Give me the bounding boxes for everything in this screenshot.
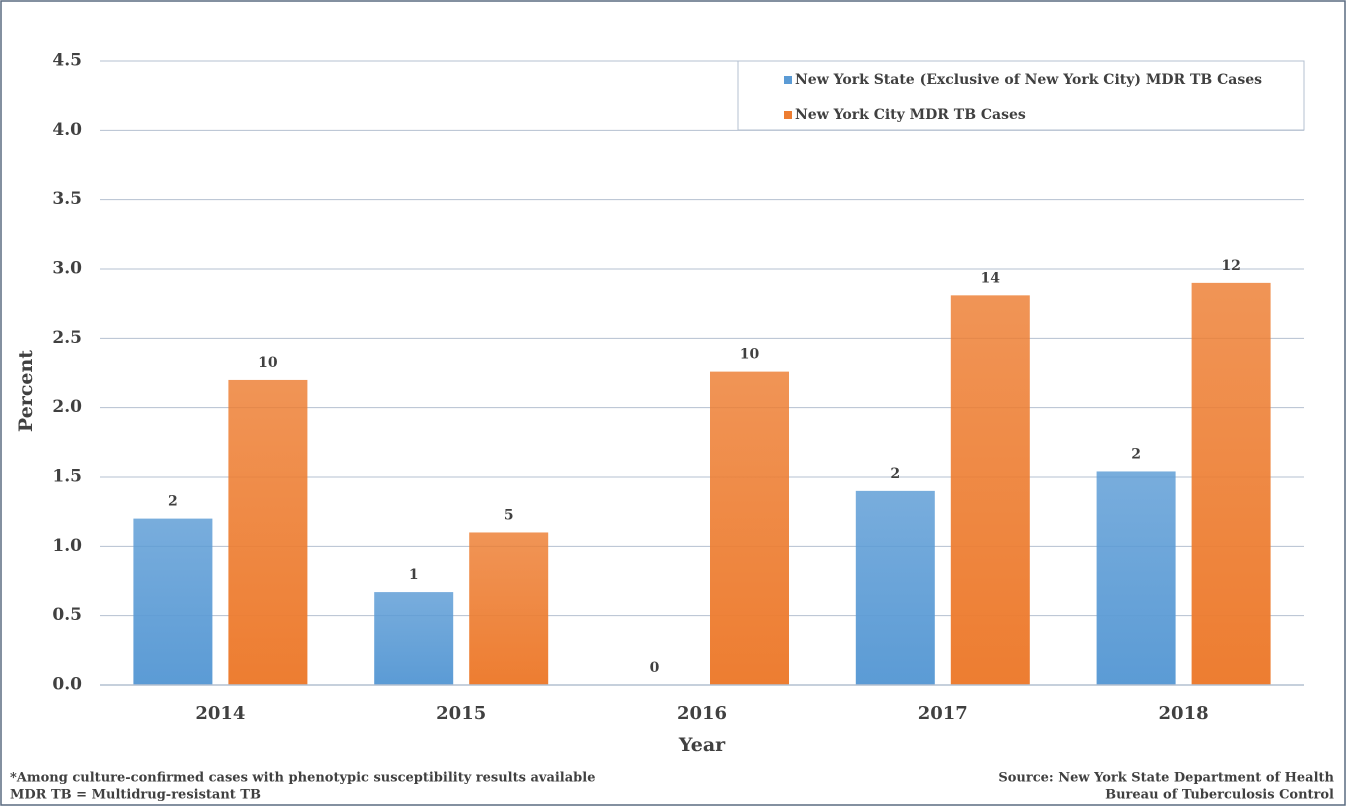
bar bbox=[469, 532, 549, 685]
y-tick-label: 3.5 bbox=[52, 189, 82, 209]
y-tick-label: 0.5 bbox=[52, 605, 82, 625]
data-label: 2 bbox=[1131, 446, 1141, 462]
y-tick-label: 4.0 bbox=[52, 120, 82, 140]
y-tick-label: 4.5 bbox=[52, 51, 82, 71]
y-tick-label: 3.0 bbox=[52, 259, 82, 279]
bar bbox=[133, 518, 213, 685]
footnote: *Among culture-confirmed cases with phen… bbox=[10, 771, 595, 786]
source-note: Bureau of Tuberculosis Control bbox=[1105, 788, 1334, 803]
data-label: 1 bbox=[409, 567, 419, 583]
bar bbox=[710, 371, 789, 685]
legend-label: New York State (Exclusive of New York Ci… bbox=[795, 72, 1262, 88]
x-tick-label: 2014 bbox=[195, 703, 245, 724]
legend-swatch bbox=[784, 76, 792, 84]
y-tick-label: 1.0 bbox=[52, 536, 82, 556]
x-tick-label: 2016 bbox=[677, 703, 727, 724]
bar bbox=[228, 379, 308, 685]
x-tick-label: 2017 bbox=[918, 703, 968, 724]
data-label: 10 bbox=[258, 355, 278, 371]
y-tick-label: 2.5 bbox=[52, 328, 82, 348]
x-tick-label: 2015 bbox=[436, 703, 486, 724]
bar bbox=[855, 490, 935, 685]
bar bbox=[950, 295, 1030, 685]
legend-label: New York City MDR TB Cases bbox=[795, 107, 1026, 123]
data-label: 0 bbox=[650, 660, 660, 676]
bar bbox=[1191, 282, 1271, 685]
legend-swatch bbox=[784, 111, 792, 119]
data-label: 2 bbox=[168, 494, 178, 510]
y-axis-title: Percent bbox=[15, 350, 37, 432]
x-axis-title: Year bbox=[678, 734, 726, 756]
legend-box bbox=[737, 60, 1305, 131]
footnote: MDR TB = Multidrug-resistant TB bbox=[10, 788, 261, 803]
source-note: Source: New York State Department of Hea… bbox=[998, 771, 1334, 786]
data-label: 14 bbox=[981, 270, 1001, 286]
data-label: 2 bbox=[890, 466, 900, 482]
bar bbox=[374, 592, 454, 685]
data-label: 10 bbox=[740, 347, 760, 363]
y-tick-label: 0.0 bbox=[52, 675, 82, 695]
x-tick-label: 2018 bbox=[1159, 703, 1209, 724]
y-tick-label: 2.0 bbox=[52, 397, 82, 417]
y-tick-label: 1.5 bbox=[52, 467, 82, 487]
bar bbox=[1096, 471, 1176, 685]
data-label: 12 bbox=[1221, 258, 1240, 274]
data-label: 5 bbox=[504, 507, 514, 523]
